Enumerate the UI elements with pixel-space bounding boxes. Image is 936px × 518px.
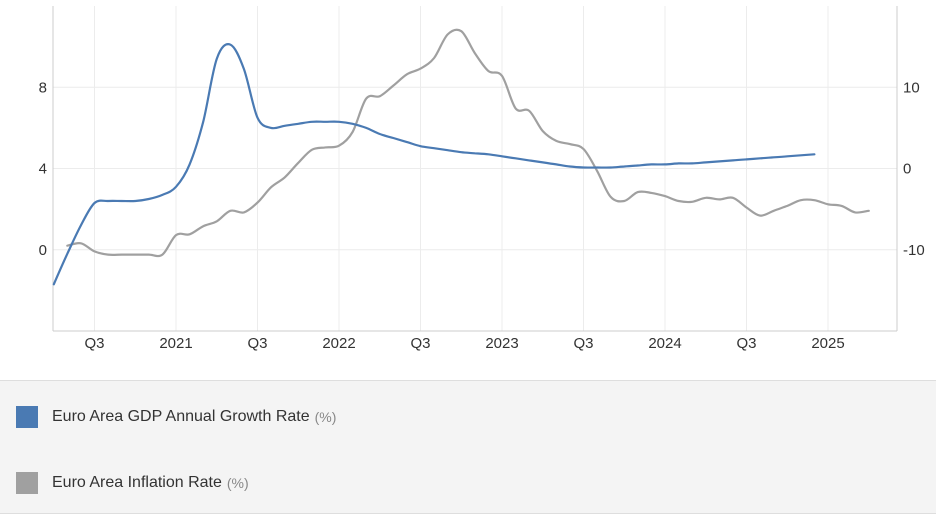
legend-unit-inflation: (%) <box>226 475 249 491</box>
x-tick-label: Q3 <box>573 335 593 352</box>
x-tick-label: 2024 <box>648 335 681 352</box>
chart-area: Q3 2021 Q3 2022 Q3 2023 Q3 2024 Q3 2025 0 4 8 -10 0 10 <box>39 6 925 352</box>
left-tick-label: 0 <box>39 242 47 259</box>
x-tick-label: Q3 <box>84 335 104 352</box>
legend-item-gdp[interactable]: Euro Area GDP Annual Growth Rate (%) <box>16 405 336 429</box>
x-tick-label: 2021 <box>159 335 192 352</box>
legend-swatch-inflation <box>16 472 38 494</box>
x-tick-label: Q3 <box>410 335 430 352</box>
legend: Euro Area GDP Annual Growth Rate (%) Eur… <box>0 380 936 514</box>
x-tick-label: 2022 <box>322 335 355 352</box>
x-tick-label: 2023 <box>485 335 518 352</box>
legend-item-inflation[interactable]: Euro Area Inflation Rate (%) <box>16 471 249 495</box>
x-tick-label: 2025 <box>811 335 844 352</box>
line-chart: Q3 2021 Q3 2022 Q3 2023 Q3 2024 Q3 2025 0 4 8 -10 0 10 <box>39 6 925 352</box>
legend-swatch-gdp <box>16 406 38 428</box>
left-tick-label: 4 <box>39 161 47 178</box>
series-line-inflation <box>66 28 870 258</box>
legend-unit-gdp: (%) <box>314 409 337 425</box>
legend-label-gdp: Euro Area GDP Annual Growth Rate <box>52 408 310 425</box>
x-tick-label: Q3 <box>247 335 267 352</box>
left-tick-label: 8 <box>39 79 47 96</box>
right-tick-label: 0 <box>903 161 911 178</box>
right-tick-label: 10 <box>903 79 920 96</box>
x-tick-label: Q3 <box>736 335 756 352</box>
legend-label-inflation: Euro Area Inflation Rate <box>52 474 222 491</box>
series-line-gdp <box>52 43 816 286</box>
right-tick-label: -10 <box>903 242 925 259</box>
